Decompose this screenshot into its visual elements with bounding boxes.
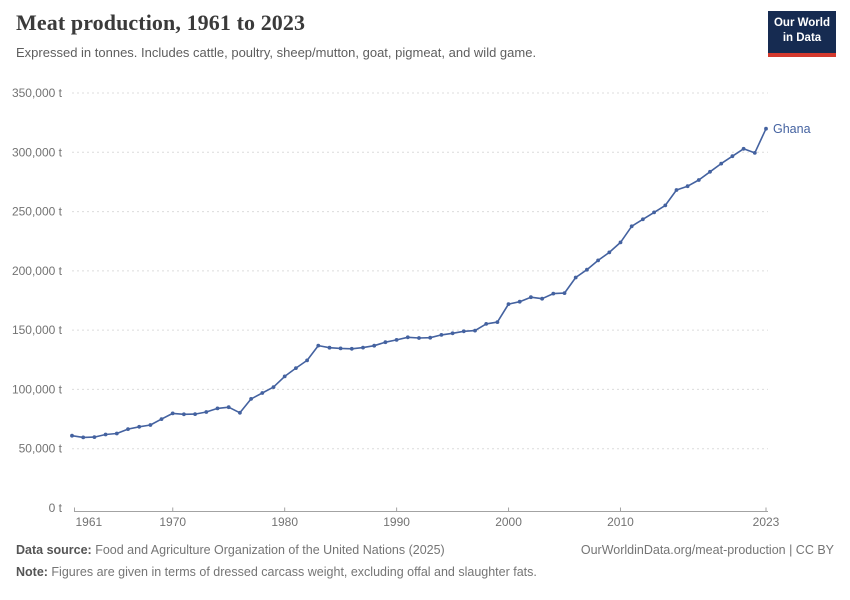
meat-production-line-chart[interactable]: 0 t 50,000 t 100,000 t 150,000 t 200,000 t 25… xyxy=(0,82,850,537)
x-tick-label: 2010 xyxy=(607,515,634,529)
data-point xyxy=(81,435,86,440)
footer-note-row: Note: Figures are given in terms of dres… xyxy=(16,565,834,579)
data-point xyxy=(663,203,668,208)
data-point xyxy=(741,146,746,151)
y-tick-label: 0 t xyxy=(49,501,63,515)
data-point xyxy=(428,335,433,340)
y-tick-label: 150,000 t xyxy=(12,323,63,337)
data-point xyxy=(764,126,768,131)
y-tick-label: 50,000 t xyxy=(19,442,63,456)
data-point xyxy=(204,410,209,414)
data-point xyxy=(719,161,724,166)
data-point xyxy=(238,410,242,415)
data-point xyxy=(450,331,455,336)
data-point xyxy=(103,432,108,437)
data-point xyxy=(193,412,198,416)
data-point xyxy=(708,169,712,174)
y-tick-label: 350,000 t xyxy=(12,86,63,100)
x-tick-label: 1990 xyxy=(383,515,410,529)
data-point xyxy=(260,391,265,395)
data-point xyxy=(461,329,466,334)
note-label: Note: xyxy=(16,565,48,579)
note-text: Note: Figures are given in terms of dres… xyxy=(16,565,537,579)
chart-subtitle: Expressed in tonnes. Includes cattle, po… xyxy=(16,45,537,60)
data-point xyxy=(439,333,444,337)
y-tick-label: 100,000 t xyxy=(12,382,63,396)
data-source-value: Food and Agriculture Organization of the… xyxy=(91,543,445,557)
data-source-label: Data source: xyxy=(16,543,92,557)
data-point xyxy=(316,343,321,348)
data-point xyxy=(126,427,130,431)
data-point xyxy=(551,291,556,296)
y-tick-label: 300,000 t xyxy=(12,145,63,159)
x-tick-label: 1970 xyxy=(159,515,186,529)
series-label-ghana[interactable]: Ghana xyxy=(773,122,811,136)
data-point xyxy=(226,405,231,410)
data-point xyxy=(372,343,377,348)
data-point xyxy=(585,267,589,272)
data-point xyxy=(629,224,634,229)
data-point xyxy=(562,291,567,295)
data-point xyxy=(405,335,410,340)
data-point xyxy=(92,435,97,439)
data-point xyxy=(361,345,365,350)
data-point xyxy=(674,188,679,192)
data-point xyxy=(573,275,578,280)
x-tick-label: 2023 xyxy=(753,515,780,529)
data-point xyxy=(137,424,142,429)
data-point xyxy=(114,431,119,436)
data-point xyxy=(282,374,287,379)
data-point xyxy=(495,320,500,324)
data-point xyxy=(148,423,153,427)
data-point xyxy=(596,258,600,263)
y-tick-label: 250,000 t xyxy=(12,205,63,219)
data-point xyxy=(159,417,164,421)
data-point xyxy=(327,345,332,350)
data-point xyxy=(484,322,489,326)
chart-area[interactable]: 0 t 50,000 t 100,000 t 150,000 t 200,000 t 25… xyxy=(0,82,850,537)
data-point xyxy=(271,385,276,389)
x-tick-label: 1980 xyxy=(271,515,298,529)
data-point xyxy=(417,336,421,340)
data-source-text: Data source: Food and Agriculture Organi… xyxy=(16,543,445,557)
x-tick-label: 2000 xyxy=(495,515,522,529)
y-tick-label: 200,000 t xyxy=(12,264,63,278)
data-point xyxy=(752,151,757,155)
data-point xyxy=(652,210,656,215)
data-point xyxy=(182,412,186,417)
data-point xyxy=(540,296,544,301)
data-point xyxy=(618,240,623,245)
owid-logo[interactable]: Our World in Data xyxy=(768,11,836,57)
owid-logo-line1: Our World xyxy=(773,17,830,29)
data-point xyxy=(338,346,343,351)
owid-url-license[interactable]: OurWorldinData.org/meat-production | CC … xyxy=(580,543,834,557)
data-point xyxy=(170,411,175,416)
footer-source-row: Data source: Food and Agriculture Organi… xyxy=(16,543,834,557)
data-point xyxy=(349,346,354,351)
data-point xyxy=(607,250,612,255)
chart-header: Meat production, 1961 to 2023 Expressed … xyxy=(16,10,750,60)
data-point xyxy=(506,302,511,306)
note-value: Figures are given in terms of dressed ca… xyxy=(47,565,537,579)
data-point xyxy=(383,340,388,345)
data-point xyxy=(394,338,399,342)
data-point xyxy=(641,217,645,222)
chart-title: Meat production, 1961 to 2023 xyxy=(16,10,306,35)
owid-logo-line2: in Data xyxy=(782,31,822,44)
data-point xyxy=(249,397,254,401)
data-point xyxy=(517,299,522,304)
data-point xyxy=(529,295,533,300)
chart-footer: Data source: Food and Agriculture Organi… xyxy=(16,543,834,579)
data-point xyxy=(305,358,309,363)
data-point xyxy=(473,328,477,333)
data-point xyxy=(730,154,735,159)
x-tick-label: 1961 xyxy=(76,515,103,529)
data-point xyxy=(215,406,220,411)
data-line-ghana xyxy=(71,127,767,439)
data-point xyxy=(685,184,690,189)
data-point xyxy=(696,178,701,182)
data-point xyxy=(70,433,74,438)
data-point xyxy=(294,366,298,370)
